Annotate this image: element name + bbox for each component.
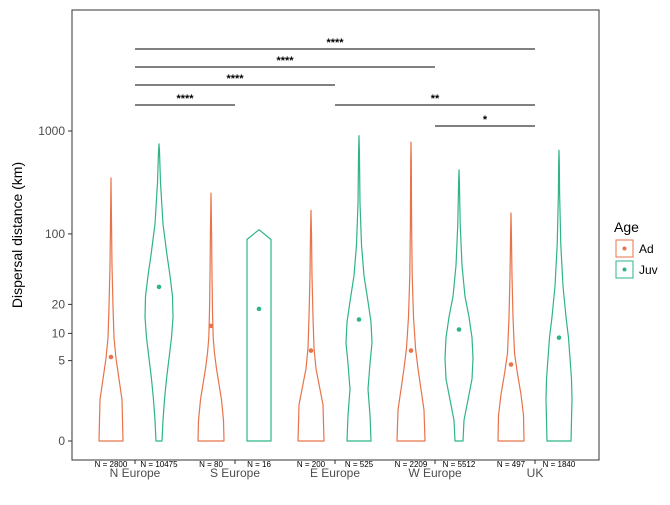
violin-s-europe-juv — [246, 229, 272, 442]
median-point-s-europe-juv — [256, 306, 262, 312]
x-tick-label-s-europe: S Europe — [210, 466, 260, 480]
y-tick-label: 1000 — [38, 124, 65, 138]
n-label-s-europe-ad: N = 80 — [199, 460, 223, 469]
x-tick-label-n-europe: N Europe — [110, 466, 161, 480]
significance-label-e-europe-uk: ** — [431, 93, 440, 105]
x-tick-label-uk: UK — [527, 466, 544, 480]
median-point-uk-ad — [508, 362, 514, 367]
median-point-w-europe-juv — [456, 327, 462, 332]
significance-label-n-europe-w-europe: **** — [276, 55, 294, 67]
violin-w-europe-ad — [396, 141, 426, 442]
violin-n-europe-juv — [144, 143, 174, 442]
sample-size-labels: N = 2800 N = 10475 N = 80 N = 16 N = 200 N = … — [95, 460, 576, 469]
n-label-e-europe-ad: N = 200 — [297, 460, 326, 469]
legend-title: Age — [614, 219, 639, 235]
n-label-w-europe-ad: N = 2209 — [395, 460, 428, 469]
significance-label-n-europe-s-europe: **** — [176, 93, 194, 105]
n-label-w-europe-juv: N = 5512 — [443, 460, 476, 469]
significance-label-n-europe-e-europe: **** — [226, 73, 244, 85]
y-tick-label: 100 — [45, 227, 65, 241]
median-point-uk-juv — [556, 335, 562, 340]
x-tick-label-e-europe: E Europe — [310, 466, 360, 480]
legend-label-ad: Ad — [639, 242, 654, 256]
n-label-uk-juv: N = 1840 — [543, 460, 576, 469]
significance-layer: **************** *** — [135, 37, 535, 127]
legend-label-juv: Juv — [639, 263, 658, 277]
violin-n-europe-ad — [98, 177, 124, 442]
median-point-s-europe-ad — [208, 323, 214, 329]
violin-w-europe-juv — [444, 169, 474, 442]
legend-dot-ad — [622, 246, 627, 251]
n-label-n-europe-ad: N = 2800 — [95, 460, 128, 469]
y-tick-label: 5 — [58, 354, 65, 368]
median-point-n-europe-juv — [156, 284, 162, 290]
legend: Age Ad Juv — [614, 219, 658, 279]
median-point-w-europe-ad — [408, 348, 414, 353]
significance-label-n-europe-uk: **** — [326, 37, 344, 49]
n-label-uk-ad: N = 497 — [497, 460, 526, 469]
violin-uk-ad — [497, 212, 525, 442]
median-point-e-europe-juv — [356, 317, 362, 322]
violin-e-europe-juv — [345, 135, 373, 442]
x-tick-label-w-europe: W Europe — [408, 466, 462, 480]
significance-label-w-europe-uk: * — [483, 114, 488, 126]
y-tick-label: 0 — [58, 434, 65, 448]
violin-uk-juv — [545, 149, 573, 442]
n-label-s-europe-juv: N = 16 — [247, 460, 271, 469]
n-label-n-europe-juv: N = 10475 — [140, 460, 178, 469]
median-point-e-europe-ad — [308, 348, 314, 353]
y-tick-label: 10 — [52, 326, 66, 340]
violin-s-europe-ad — [197, 192, 225, 442]
n-label-e-europe-juv: N = 525 — [345, 460, 374, 469]
legend-dot-juv — [622, 267, 627, 272]
median-point-n-europe-ad — [108, 354, 114, 360]
violin-e-europe-ad — [297, 209, 325, 442]
y-tick-label: 20 — [52, 297, 66, 311]
violin-layer — [98, 135, 573, 442]
axis-ticks: 0 5 10 20 100 1000 N Europe S Europe E Europe W E… — [38, 124, 543, 480]
y-axis-title: Dispersal distance (km) — [9, 162, 25, 308]
